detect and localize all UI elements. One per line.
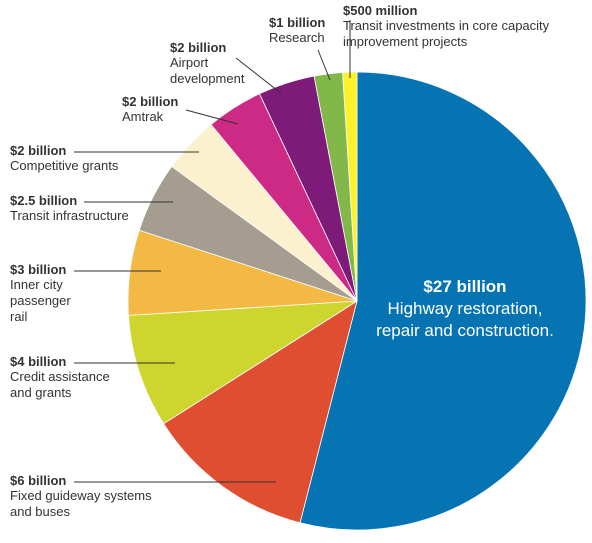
slice-label-0: $27 billion Highway restoration, repair an… bbox=[376, 277, 554, 340]
slice-amount-label: $6 billion bbox=[10, 473, 66, 488]
slice-description-line: development bbox=[170, 71, 245, 86]
slice-amount-label: $27 billion bbox=[423, 277, 506, 296]
slice-amount-label: $2.5 billion bbox=[10, 193, 77, 208]
slice-description-line: Inner city bbox=[10, 277, 63, 292]
slice-labels: $27 billion Highway restoration, repair an… bbox=[10, 3, 554, 519]
slice-amount-label: $2 billion bbox=[170, 40, 226, 55]
pie-slices bbox=[127, 71, 587, 531]
slice-description-line: Research bbox=[269, 30, 325, 45]
slice-description-line: Competitive grants bbox=[10, 158, 119, 173]
slice-description-line: Transit infrastructure bbox=[10, 208, 129, 223]
slice-amount-label: $2 billion bbox=[10, 143, 66, 158]
slice-amount-label: $3 billion bbox=[10, 262, 66, 277]
pie-slice-1 bbox=[163, 300, 358, 524]
leader-line-7 bbox=[235, 57, 283, 95]
slice-description-line: Highway restoration, bbox=[388, 299, 543, 318]
slice-description-line: Airport bbox=[170, 55, 209, 70]
slice-description-line: improvement projects bbox=[343, 34, 468, 49]
leader-lines bbox=[74, 20, 351, 483]
slice-description-line: Transit investments in core capacity bbox=[343, 18, 550, 33]
slice-description-line: repair and construction. bbox=[376, 321, 554, 340]
slice-description-line: Amtrak bbox=[122, 109, 164, 124]
pie-slice-0 bbox=[299, 71, 587, 531]
slice-amount-label: $2 billion bbox=[122, 94, 178, 109]
leader-line-6 bbox=[185, 109, 239, 125]
slice-description-line: Credit assistance bbox=[10, 369, 110, 384]
slice-description-line: rail bbox=[10, 309, 27, 324]
pie-slice-2 bbox=[128, 300, 358, 425]
slice-description-line: passenger bbox=[10, 293, 71, 308]
slice-amount-label: $1 billion bbox=[269, 15, 325, 30]
slice-description-line: and buses bbox=[10, 504, 70, 519]
slice-amount-label: $4 billion bbox=[10, 354, 66, 369]
leader-line-8 bbox=[317, 49, 331, 81]
slice-description-line: Fixed guideway systems bbox=[10, 488, 152, 503]
slice-amount-label: $500 million bbox=[343, 3, 417, 18]
slice-description-line: and grants bbox=[10, 385, 72, 400]
